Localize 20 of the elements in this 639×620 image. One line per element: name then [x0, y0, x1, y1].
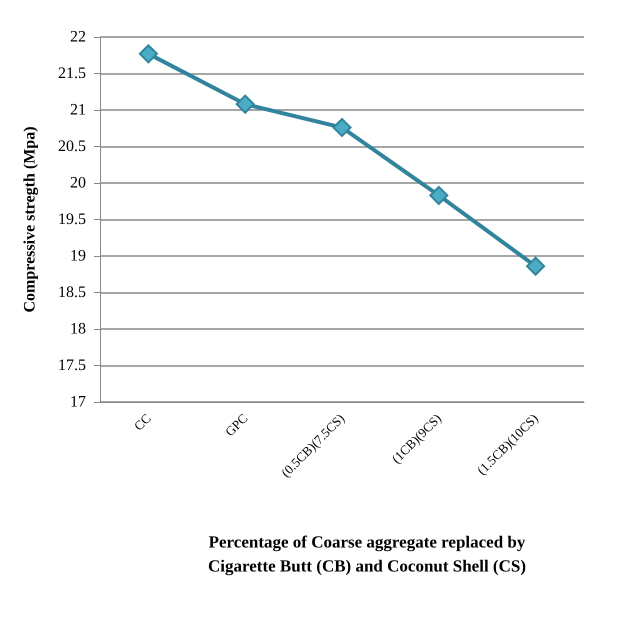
y-tick-label: 18 — [70, 320, 86, 338]
y-tick-label: 20.5 — [58, 138, 86, 155]
x-tick-label: CC — [130, 410, 154, 434]
x-axis-title: Percentage of Coarse aggregate replaced by Cigarette Butt (CB) and Coconut Shell (CS) — [208, 532, 526, 576]
point — [526, 256, 546, 276]
point — [332, 118, 352, 138]
y-tick-label: 21.5 — [58, 65, 86, 82]
y-tick-label: 17 — [70, 394, 86, 410]
x-tick-label: GPC — [222, 410, 251, 440]
point — [429, 186, 448, 205]
y-tick-label: 18.5 — [58, 284, 86, 301]
y-tick-label: 20 — [70, 174, 86, 192]
point — [138, 44, 158, 64]
y-tick-label: 21 — [70, 102, 86, 118]
point — [236, 94, 255, 114]
y-tick-label: 19.5 — [58, 211, 86, 228]
y-tick-label: 17.5 — [58, 357, 86, 374]
y-axis-title: Compressive stregth (Mpa) — [22, 126, 38, 313]
y-tick-label: 22 — [70, 28, 86, 46]
y-tick-label: 19 — [70, 248, 86, 264]
